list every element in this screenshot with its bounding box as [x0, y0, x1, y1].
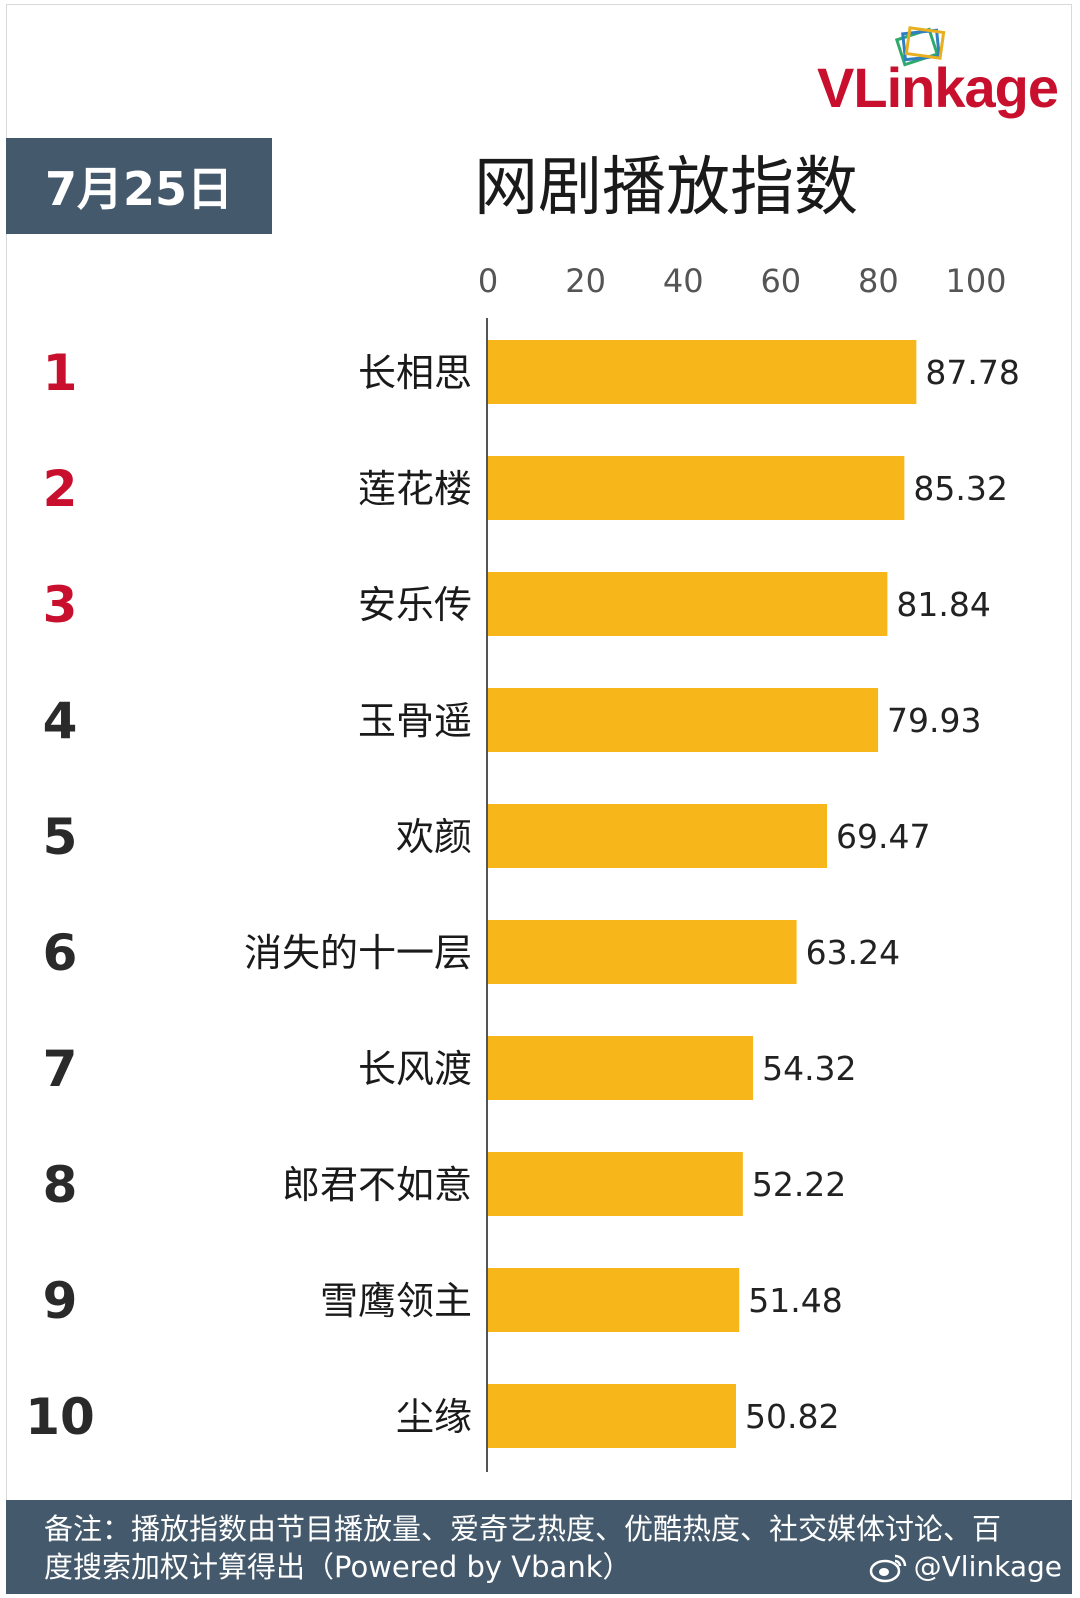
watermark: @Vlinkage: [868, 1550, 1062, 1584]
rank-number: 5: [43, 808, 78, 866]
data-label: 51.48: [748, 1281, 842, 1320]
bar: [488, 1152, 743, 1216]
bar: [488, 920, 797, 984]
category-label: 安乐传: [358, 583, 472, 627]
bar: [488, 688, 879, 752]
category-label: 雪鹰领主: [320, 1279, 472, 1323]
x-tick-label: 40: [663, 262, 704, 300]
bar-chart: 0 20 40 60 80 100 87.78 长相思 1 85.32 莲花楼 2 81.84 安乐传 3 7…: [25, 262, 1020, 1472]
data-label: 52.22: [752, 1165, 846, 1204]
x-tick-label: 20: [565, 262, 606, 300]
category-label: 玉骨遥: [358, 699, 472, 743]
logo-text: VLinkage: [817, 56, 1059, 119]
category-label: 消失的十一层: [244, 931, 472, 975]
x-tick-label: 100: [945, 262, 1006, 300]
x-tick-label: 80: [858, 262, 899, 300]
rank-number: 1: [43, 344, 78, 402]
rank-number: 2: [43, 460, 78, 518]
weibo-icon: [869, 1554, 906, 1583]
data-label: 69.47: [836, 817, 930, 856]
chart-title: 网剧播放指数: [474, 151, 858, 225]
data-label: 85.32: [913, 469, 1007, 508]
rank-number: 3: [43, 576, 78, 634]
logo-frames-icon: [894, 26, 946, 67]
watermark-text: @Vlinkage: [913, 1550, 1062, 1583]
bar: [488, 572, 888, 636]
bar: [488, 1036, 754, 1100]
bar: [488, 804, 828, 868]
footer-note: 备注：播放指数由节目播放量、爱奇艺热度、优酷热度、社交媒体讨论、百度搜索加权计算…: [44, 1512, 1002, 1584]
x-tick-label: 0: [478, 262, 498, 300]
bar: [488, 340, 917, 404]
footer-bar: 备注：播放指数由节目播放量、爱奇艺热度、优酷热度、社交媒体讨论、百度搜索加权计算…: [6, 1500, 1072, 1594]
data-label: 54.32: [762, 1049, 856, 1088]
date-badge: 7月25日: [6, 138, 272, 234]
category-label: 莲花楼: [358, 467, 472, 511]
vlinkage-logo: VLinkage: [808, 22, 1059, 122]
rank-number: 10: [25, 1388, 95, 1446]
bar: [488, 456, 905, 520]
data-label: 50.82: [745, 1397, 839, 1436]
rank-number: 9: [43, 1272, 78, 1330]
category-label: 欢颜: [396, 815, 472, 859]
rank-number: 8: [43, 1156, 78, 1214]
data-label: 81.84: [896, 585, 990, 624]
data-label: 79.93: [887, 701, 981, 740]
bar: [488, 1268, 740, 1332]
category-label: 郎君不如意: [282, 1163, 472, 1207]
rank-number: 4: [43, 692, 78, 750]
x-tick-label: 60: [760, 262, 801, 300]
bar: [488, 1384, 737, 1448]
category-label: 长风渡: [358, 1047, 472, 1091]
data-label: 63.24: [806, 933, 900, 972]
rank-number: 7: [43, 1040, 78, 1098]
data-label: 87.78: [925, 353, 1019, 392]
category-label: 尘缘: [396, 1395, 472, 1439]
rank-number: 6: [43, 924, 78, 982]
category-label: 长相思: [358, 351, 472, 395]
